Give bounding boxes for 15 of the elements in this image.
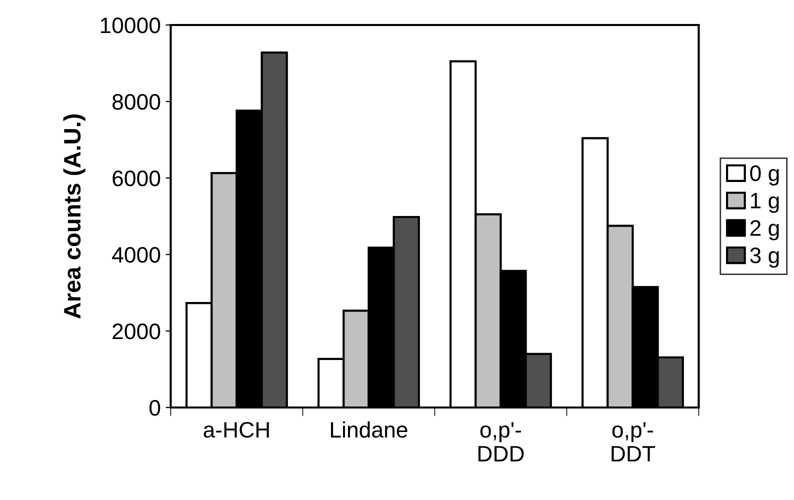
y-tick-label: 6000: [112, 170, 160, 186]
x-tick-label: Lindane: [330, 421, 408, 438]
y-tick-label: 8000: [112, 94, 160, 110]
y-tick-label: 10000: [100, 18, 160, 34]
y-tick-label: 4000: [112, 247, 160, 263]
x-tick-label: o,p'- DDD: [478, 422, 524, 462]
y-tick-label: 0: [150, 400, 160, 416]
x-tick-label: o,p'- DDT: [612, 422, 656, 462]
legend-label: 1 g: [750, 193, 779, 213]
y-axis-title: Area counts (A.U.): [63, 114, 86, 319]
x-tick-label: a-HCH: [204, 422, 269, 438]
legend-label: 2 g: [750, 220, 779, 240]
y-tick-label: 2000: [112, 324, 160, 340]
legend-label: 0 g: [750, 165, 779, 186]
legend-label: 3 g: [750, 248, 779, 268]
